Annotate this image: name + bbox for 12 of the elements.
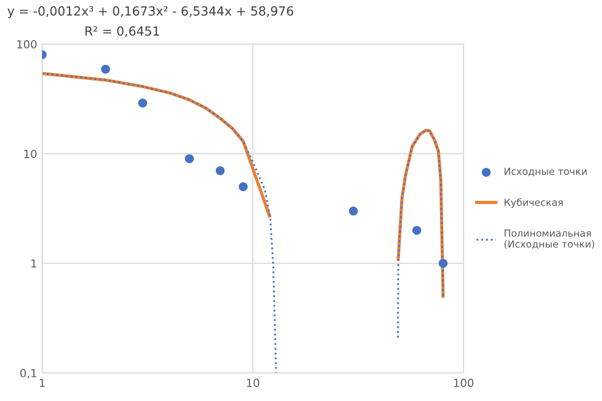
y-tick-label: 10 (24, 150, 37, 158)
text: R² = 0,6451 (86, 26, 159, 38)
y-tick-label: 0,1 (20, 368, 36, 378)
text: y = -0,0012x³ + 0,1673x² - 6,5344x + 58,976 (8, 6, 294, 18)
y-tick-label: 100 (17, 40, 37, 48)
x-tick-label: 100 (454, 378, 474, 388)
x-tick-label: 1 (40, 378, 45, 387)
y-tick-label: 1 (31, 259, 36, 268)
x-tick-label: 10 (246, 378, 260, 388)
legend-label: Полиномиальная (Исходные точки) (504, 230, 594, 249)
legend-label: Кубическая (504, 198, 563, 208)
legend-label: Исходные точки (504, 168, 587, 176)
